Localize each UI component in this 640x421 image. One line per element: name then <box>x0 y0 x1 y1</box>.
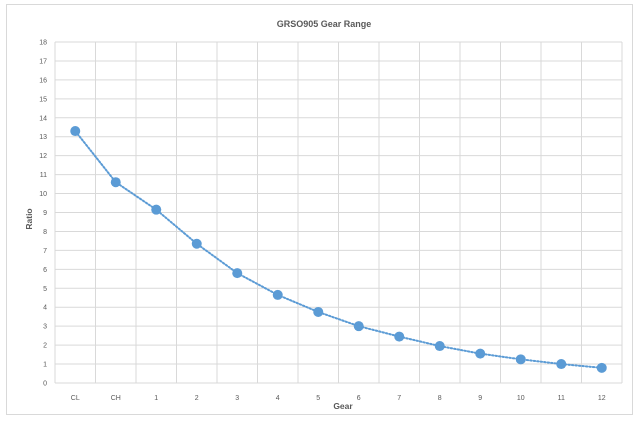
data-point <box>232 268 243 279</box>
x-tick-label: 8 <box>438 395 442 402</box>
y-tick-label: 17 <box>39 58 47 65</box>
x-tick-label: CL <box>71 395 80 402</box>
x-tick-label: 5 <box>316 395 320 402</box>
data-point <box>353 321 364 332</box>
y-tick-label: 4 <box>43 305 47 312</box>
chart-svg: GRSO905 Gear Range 012345678910111213141… <box>24 19 623 411</box>
x-tick-label: 1 <box>154 395 158 402</box>
y-tick-label: 10 <box>39 191 47 198</box>
x-tick-label: CH <box>111 395 121 402</box>
y-tick-label: 18 <box>39 40 47 47</box>
chart-frame: GRSO905 Gear Range 0 1 2 3 4 5 6 7 8 9 10 11 12 13 14 1… <box>6 4 633 415</box>
x-tick-label: 6 <box>357 395 361 402</box>
x-tick-label: 2 <box>195 395 199 402</box>
y-tick-label: 6 <box>43 267 47 274</box>
y-tick-label: 2 <box>43 343 47 350</box>
gridlines <box>54 41 623 384</box>
series-line <box>74 130 603 369</box>
data-point <box>515 354 526 365</box>
data-point <box>70 126 81 137</box>
x-axis-title: Gear <box>333 401 353 411</box>
y-axis-title: Ratio <box>24 208 34 229</box>
chart-title: GRSO905 Gear Range <box>277 19 372 29</box>
y-tick-label: 13 <box>39 134 47 141</box>
data-point <box>313 306 324 317</box>
x-tick-label: 3 <box>235 395 239 402</box>
y-tick-label: 11 <box>40 172 47 179</box>
series-gear-ratio <box>70 126 607 373</box>
x-tick-label: 11 <box>558 395 565 402</box>
x-axis-ticks: CL CH 1 2 3 4 5 6 7 8 9 10 11 12 <box>71 395 606 402</box>
data-point <box>394 331 405 342</box>
x-tick-label: 7 <box>397 395 401 402</box>
data-point <box>596 362 607 373</box>
data-point <box>110 177 121 188</box>
data-point <box>475 348 486 359</box>
data-point <box>151 204 162 215</box>
y-tick-label: 3 <box>43 324 47 331</box>
x-tick-label: 10 <box>517 395 525 402</box>
y-tick-label: 0 <box>43 381 47 388</box>
data-point <box>191 238 202 249</box>
y-tick-label: 1 <box>43 362 47 369</box>
y-tick-label: 5 <box>43 286 47 293</box>
x-tick-label: 9 <box>478 395 482 402</box>
y-tick-label: 7 <box>43 248 47 255</box>
data-point <box>272 289 283 300</box>
y-tick-label: 14 <box>39 115 47 122</box>
y-tick-label: 16 <box>39 77 47 84</box>
x-tick-label: 4 <box>276 395 280 402</box>
y-tick-label: 9 <box>43 210 47 217</box>
data-point <box>434 341 445 352</box>
y-tick-label: 15 <box>39 96 47 103</box>
y-tick-label: 12 <box>39 153 47 160</box>
x-tick-label: 12 <box>598 395 606 402</box>
y-tick-label: 8 <box>43 229 47 236</box>
data-point <box>556 359 567 370</box>
